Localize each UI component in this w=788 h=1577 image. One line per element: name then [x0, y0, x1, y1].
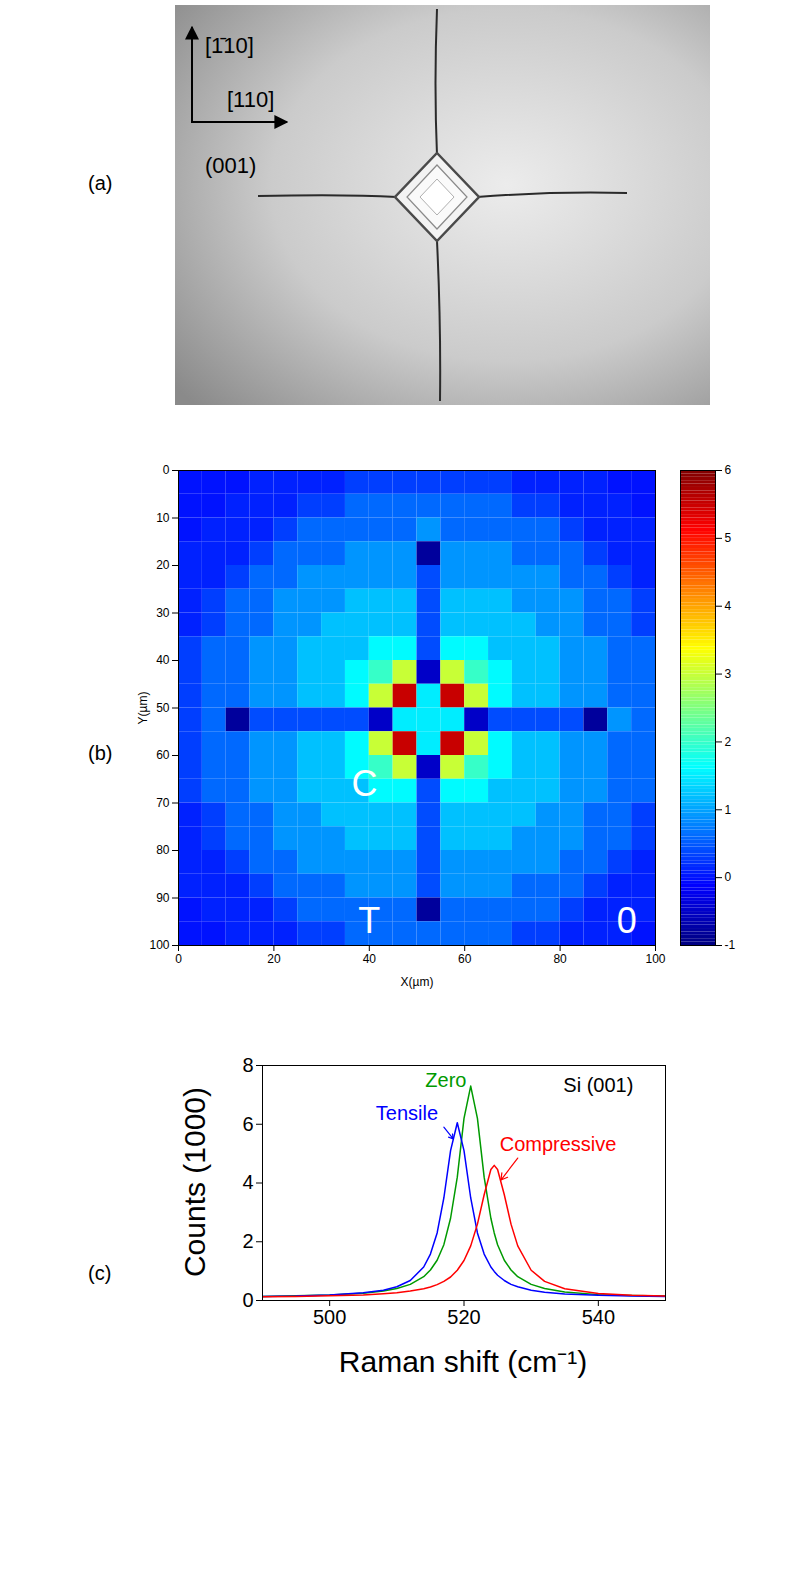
svg-text:4: 4	[242, 1171, 253, 1193]
svg-text:Si (001): Si (001)	[563, 1074, 633, 1096]
svg-text:2: 2	[725, 735, 732, 749]
svg-text:30: 30	[156, 606, 170, 620]
svg-text:1: 1	[725, 803, 732, 817]
svg-text:C: C	[352, 763, 378, 804]
svg-text:80: 80	[553, 952, 567, 966]
svg-text:0: 0	[725, 870, 732, 884]
svg-text:40: 40	[363, 952, 377, 966]
svg-text:[110]: [110]	[227, 87, 274, 112]
svg-text:T: T	[358, 900, 380, 941]
svg-text:Tensile: Tensile	[376, 1102, 438, 1124]
svg-text:2: 2	[242, 1230, 253, 1252]
svg-text:70: 70	[156, 796, 170, 810]
svg-text:Zero: Zero	[425, 1069, 466, 1091]
svg-text:90: 90	[156, 891, 170, 905]
svg-text:40: 40	[156, 653, 170, 667]
svg-text:540: 540	[582, 1306, 615, 1328]
svg-text:10: 10	[156, 511, 170, 525]
svg-text:80: 80	[156, 843, 170, 857]
svg-text:4: 4	[725, 599, 732, 613]
svg-text:Compressive: Compressive	[500, 1133, 617, 1155]
svg-text:20: 20	[156, 558, 170, 572]
html-text:(b): (b)	[88, 742, 113, 764]
svg-text:0: 0	[163, 463, 170, 477]
html-text:Raman shift (cm⁻¹): Raman shift (cm⁻¹)	[338, 1345, 588, 1378]
svg-text:520: 520	[447, 1306, 480, 1328]
svg-text:8: 8	[242, 1054, 253, 1076]
html-text:(a): (a)	[88, 172, 113, 194]
svg-text:60: 60	[458, 952, 472, 966]
svg-text:100: 100	[149, 938, 169, 952]
svg-text:5: 5	[725, 531, 732, 545]
svg-text:0: 0	[617, 900, 637, 941]
html-text:Counts (1000): Counts (1000)	[178, 1087, 211, 1278]
svg-text:6: 6	[725, 463, 732, 477]
svg-text:-1: -1	[725, 938, 736, 952]
svg-text:6: 6	[242, 1113, 253, 1135]
svg-text:Y(µm): Y(µm)	[136, 692, 150, 725]
svg-text:60: 60	[156, 748, 170, 762]
html-text:(c): (c)	[88, 1262, 112, 1284]
svg-text:50: 50	[156, 701, 170, 715]
svg-text:100: 100	[645, 952, 665, 966]
svg-text:500: 500	[313, 1306, 346, 1328]
svg-text:0: 0	[175, 952, 182, 966]
svg-text:X(µm): X(µm)	[401, 975, 434, 989]
svg-text:0: 0	[242, 1289, 253, 1311]
svg-text:(001): (001)	[205, 153, 256, 178]
svg-text:[1̄10]: [1̄10]	[205, 33, 254, 58]
svg-text:20: 20	[267, 952, 281, 966]
svg-text:3: 3	[725, 667, 732, 681]
